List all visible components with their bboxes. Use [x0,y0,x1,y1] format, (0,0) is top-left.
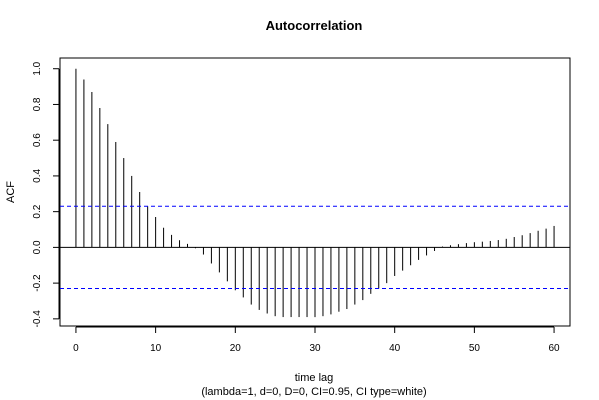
plot-frame [59,57,571,327]
x-axis-sublabel: (lambda=1, d=0, D=0, CI=0.95, CI type=wh… [201,386,426,398]
y-tick-label: 0.8 [32,97,43,111]
acf-bars [75,68,555,318]
y-tick-label: 1.0 [32,61,43,75]
x-axis-label: time lag [295,372,334,384]
y-axis-label: ACF [5,181,17,203]
x-tick-label: 10 [150,343,162,354]
x-tick-label: 30 [309,343,321,354]
chart-title: Autocorrelation [266,18,363,33]
y-tick-label: 0.0 [32,240,43,254]
y-tick-label: -0.2 [32,274,43,292]
y-tick-label: 0.6 [32,133,43,147]
x-tick-label: 40 [389,343,401,354]
y-tick-label: 0.2 [32,204,43,218]
x-tick-label: 20 [230,343,242,354]
y-tick-label: -0.4 [32,310,43,328]
x-tick-label: 60 [549,343,561,354]
y-tick-label: 0.4 [32,169,43,183]
x-tick-label: 50 [469,343,481,354]
y-axis: -0.4 -0.2 0.0 0.2 0.4 0.6 0.8 1.0 [32,61,60,328]
x-axis: 0 10 20 30 40 50 60 [73,326,561,354]
x-tick-label: 0 [73,343,79,354]
reference-lines [60,205,570,289]
